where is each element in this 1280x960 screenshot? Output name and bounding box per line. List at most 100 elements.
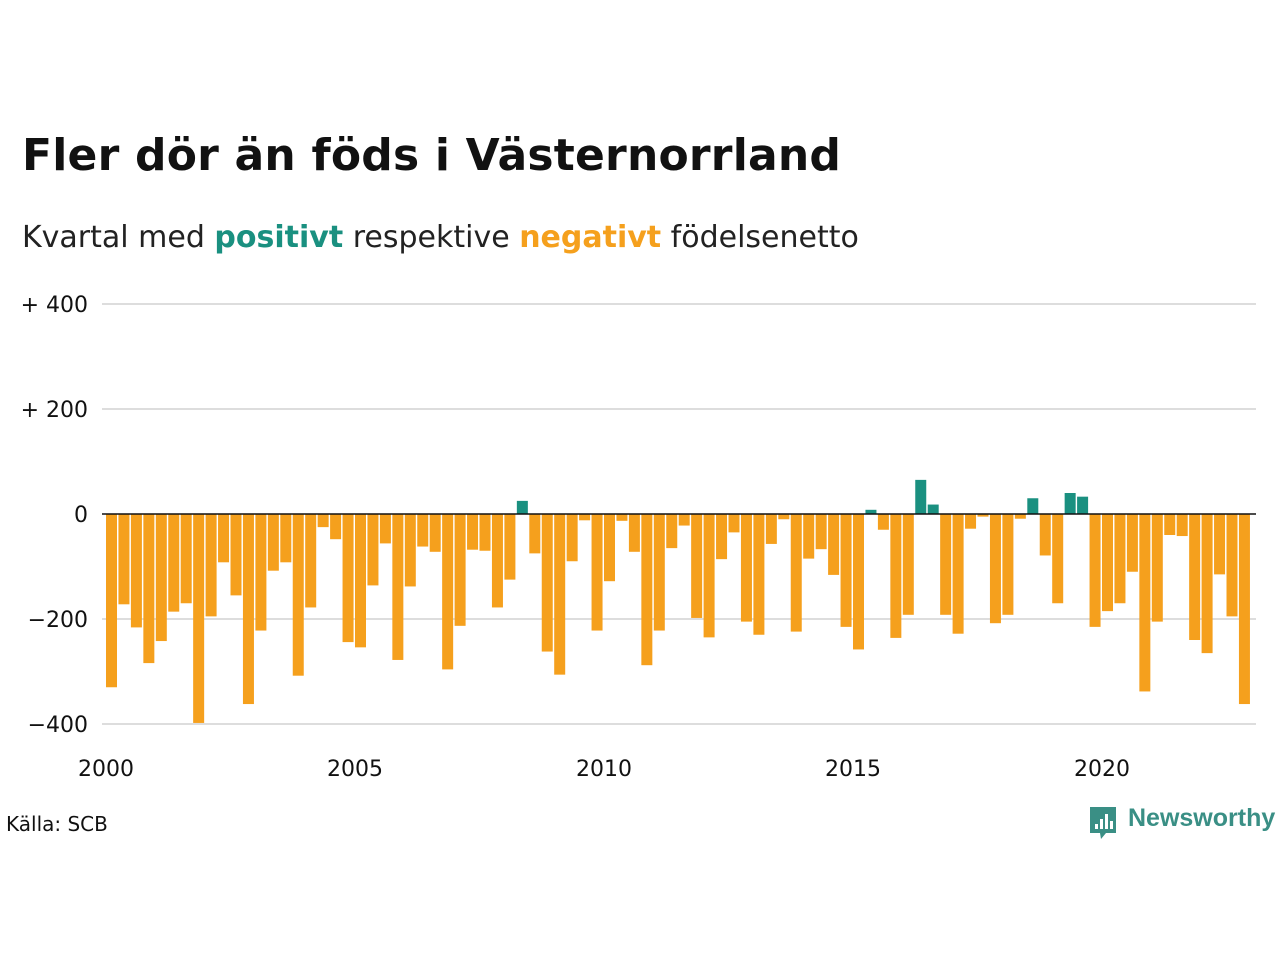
subtitle-positive-word: positivt bbox=[214, 220, 343, 255]
bar bbox=[554, 514, 565, 675]
bar bbox=[131, 514, 142, 627]
bar bbox=[367, 514, 378, 585]
bar bbox=[766, 514, 777, 544]
bar bbox=[903, 514, 914, 615]
bar bbox=[106, 514, 117, 687]
bar bbox=[231, 514, 242, 595]
bar bbox=[1239, 514, 1250, 704]
bar bbox=[1077, 497, 1088, 514]
bar bbox=[666, 514, 677, 548]
newsworthy-logo-icon bbox=[1088, 805, 1118, 841]
bar bbox=[1227, 514, 1238, 616]
bar bbox=[243, 514, 254, 704]
chart-subtitle: Kvartal med positivt respektive negativt… bbox=[22, 220, 859, 255]
bar bbox=[480, 514, 491, 551]
subtitle-part1: Kvartal med bbox=[22, 220, 214, 255]
bar bbox=[143, 514, 154, 663]
bar bbox=[492, 514, 503, 607]
chart-title: Fler dör än föds i Västernorrland bbox=[22, 130, 841, 181]
bar bbox=[691, 514, 702, 618]
bar bbox=[853, 514, 864, 649]
bar bbox=[915, 480, 926, 514]
bar bbox=[629, 514, 640, 552]
bar bbox=[1052, 514, 1063, 603]
bar bbox=[293, 514, 304, 676]
bar bbox=[729, 514, 740, 532]
subtitle-part3: födelsenetto bbox=[661, 220, 859, 255]
bar bbox=[517, 501, 528, 514]
bar bbox=[616, 514, 627, 521]
bar bbox=[255, 514, 266, 631]
bar bbox=[305, 514, 316, 607]
bar bbox=[604, 514, 615, 581]
bar bbox=[940, 514, 951, 615]
bar bbox=[1214, 514, 1225, 574]
bar bbox=[753, 514, 764, 635]
bars bbox=[106, 480, 1250, 723]
bar bbox=[355, 514, 366, 647]
bar bbox=[791, 514, 802, 632]
y-tick-label: −400 bbox=[28, 713, 88, 738]
source-note: Källa: SCB bbox=[6, 812, 108, 836]
bar bbox=[193, 514, 204, 723]
x-tick-label: 2005 bbox=[327, 757, 383, 782]
birth-surplus-bar-chart: + 400 + 200 0 −200 −400 2000 2005 2010 2015 2020 bbox=[0, 280, 1280, 790]
bar bbox=[280, 514, 291, 562]
subtitle-negative-word: negativt bbox=[519, 220, 661, 255]
bar bbox=[206, 514, 217, 616]
bar bbox=[890, 514, 901, 638]
bar bbox=[318, 514, 329, 527]
bar bbox=[679, 514, 690, 526]
bar bbox=[1065, 493, 1076, 514]
y-tick-label: −200 bbox=[28, 608, 88, 633]
bar bbox=[529, 514, 540, 553]
bar bbox=[405, 514, 416, 586]
bar bbox=[816, 514, 827, 549]
bar bbox=[380, 514, 391, 543]
bar bbox=[841, 514, 852, 627]
bar bbox=[268, 514, 279, 571]
y-tick-label: 0 bbox=[74, 503, 88, 528]
bar bbox=[928, 505, 939, 514]
bar bbox=[965, 514, 976, 529]
bar bbox=[1164, 514, 1175, 535]
x-tick-label: 2000 bbox=[78, 757, 134, 782]
bar bbox=[504, 514, 515, 580]
bar bbox=[828, 514, 839, 575]
bar bbox=[542, 514, 553, 652]
bar bbox=[716, 514, 727, 559]
bar bbox=[181, 514, 192, 603]
bar bbox=[1040, 514, 1051, 555]
bar bbox=[168, 514, 179, 612]
bar bbox=[1127, 514, 1138, 572]
bar bbox=[567, 514, 578, 561]
x-tick-label: 2015 bbox=[825, 757, 881, 782]
bar bbox=[741, 514, 752, 622]
bar bbox=[803, 514, 814, 559]
brand-name: Newsworthy bbox=[1128, 804, 1275, 833]
bar bbox=[1027, 498, 1038, 514]
bar bbox=[455, 514, 466, 626]
bar bbox=[417, 514, 428, 547]
bar bbox=[1102, 514, 1113, 611]
bar bbox=[1114, 514, 1125, 603]
bar bbox=[1177, 514, 1188, 536]
bar bbox=[953, 514, 964, 634]
bar bbox=[467, 514, 478, 550]
bar bbox=[1189, 514, 1200, 640]
bar bbox=[579, 514, 590, 520]
bar bbox=[1002, 514, 1013, 615]
y-tick-label: + 200 bbox=[21, 398, 88, 423]
bar bbox=[218, 514, 229, 562]
bar bbox=[990, 514, 1001, 623]
x-tick-label: 2010 bbox=[576, 757, 632, 782]
bar bbox=[592, 514, 603, 631]
bar bbox=[654, 514, 665, 631]
bar bbox=[1139, 514, 1150, 691]
x-tick-label: 2020 bbox=[1074, 757, 1130, 782]
bar bbox=[704, 514, 715, 637]
bar bbox=[641, 514, 652, 665]
bar bbox=[1202, 514, 1213, 653]
bar bbox=[118, 514, 129, 604]
bar bbox=[330, 514, 341, 539]
